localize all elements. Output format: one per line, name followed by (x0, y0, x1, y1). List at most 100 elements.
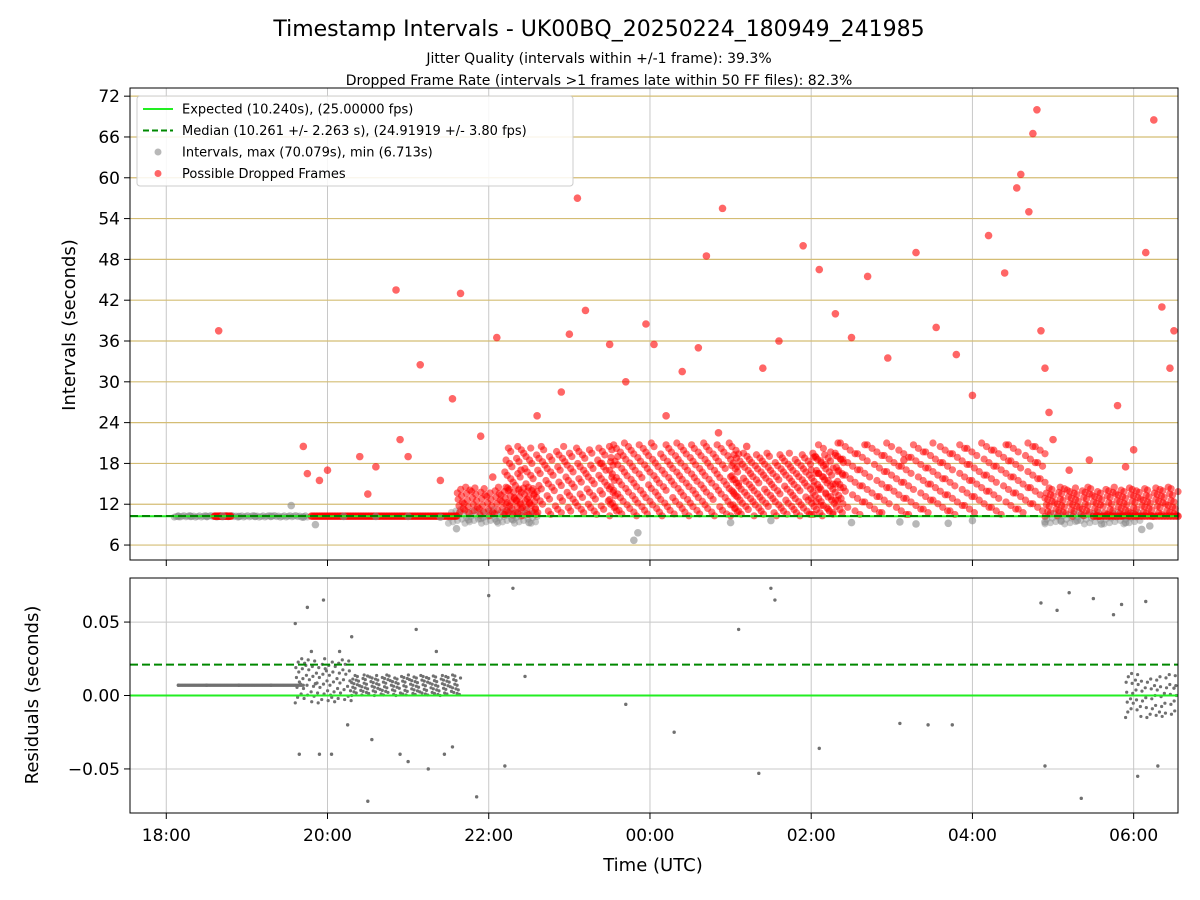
residual-dot (316, 701, 320, 705)
dropped-dot (810, 482, 818, 490)
dropped-point (392, 286, 400, 294)
dropped-dot (681, 463, 689, 471)
dropped-dot (1066, 499, 1074, 507)
dropped-dot (622, 484, 630, 493)
dropped-dot (836, 505, 844, 514)
dropped-dot (771, 459, 779, 467)
dropped-dot (588, 476, 596, 485)
dropped-dot (956, 441, 964, 449)
residual-dot (1130, 681, 1134, 685)
interval-point (767, 516, 775, 525)
dropped-dot (814, 469, 823, 477)
dropped-dot (1085, 490, 1093, 498)
dropped-dot (756, 454, 764, 462)
bottom-ytick-label-2: 0.05 (82, 613, 120, 633)
residual-dot (323, 657, 327, 661)
residual-dot (412, 675, 416, 679)
residual-point (269, 683, 273, 687)
dropped-dot (457, 492, 466, 500)
dropped-cluster-6 (1041, 483, 1182, 521)
residual-point (366, 799, 370, 803)
residual-dot (315, 691, 320, 695)
residual-dot (1155, 688, 1159, 692)
residual-point (237, 683, 241, 687)
dropped-dot (677, 443, 685, 451)
residual-dot (1134, 688, 1138, 692)
residual-point (176, 683, 181, 687)
residual-dot (371, 689, 375, 693)
dropped-dot (562, 473, 570, 481)
dropped-dot (880, 451, 888, 460)
dropped-dot (538, 458, 547, 466)
dropped-dot (786, 488, 795, 496)
dropped-dot (897, 462, 905, 470)
dropped-dot (542, 476, 550, 485)
dropped-dot (883, 439, 891, 447)
residual-dot (1167, 672, 1171, 677)
dropped-point (1037, 327, 1045, 335)
dropped-point (718, 204, 727, 213)
interval-dot (1052, 518, 1060, 526)
dropped-dot (730, 451, 738, 459)
dropped-dot (563, 488, 571, 496)
dropped-point (303, 469, 312, 478)
dropped-dot (1164, 483, 1172, 491)
residual-dot (450, 673, 455, 677)
dropped-dot (725, 439, 733, 447)
dropped-dot (721, 493, 729, 502)
dropped-dot (1014, 505, 1022, 513)
x-tick-label-3: 00:00 (625, 826, 674, 846)
interval-point (452, 524, 461, 533)
dropped-dot (511, 509, 520, 517)
dropped-dot (831, 480, 840, 488)
dropped-dot (1060, 485, 1068, 493)
legend-label-1: Median (10.261 +/- 2.263 s), (24.91919 +… (182, 124, 527, 139)
residual-point (305, 605, 310, 610)
residual-dot (1173, 709, 1177, 713)
legend-swatch-marker (154, 170, 162, 177)
top-ytick-label-0: 6 (109, 536, 120, 556)
dropped-dot (560, 442, 568, 451)
dropped-dot (752, 476, 761, 484)
residual-dot (309, 690, 313, 694)
dropped-dot (494, 483, 503, 491)
dropped-dot (627, 475, 635, 484)
residual-dot (380, 675, 384, 680)
residual-point (329, 752, 334, 756)
residual-point (757, 771, 761, 776)
interval-dot (470, 517, 478, 525)
dropped-dot (1041, 494, 1049, 502)
dropped-dot (1021, 451, 1030, 460)
top-ytick-label-8: 54 (98, 210, 120, 230)
residual-dot (373, 677, 378, 681)
top-y-axis-label: Intervals (seconds) (59, 239, 80, 411)
dropped-dot (1059, 508, 1067, 516)
dropped-dot (611, 457, 619, 465)
dropped-dot (525, 456, 534, 464)
top-ytick-label-7: 48 (98, 250, 120, 270)
dropped-dot (555, 478, 563, 486)
dropped-dot (531, 505, 540, 513)
top-ytick-label-3: 24 (98, 414, 120, 434)
dropped-dot (584, 500, 592, 508)
dropped-dot (980, 455, 988, 463)
dropped-dot (610, 441, 618, 449)
dropped-dot (741, 488, 749, 496)
dropped-point (621, 378, 630, 386)
residual-dot (410, 687, 414, 691)
dropped-dot (732, 479, 741, 487)
dropped-dot (772, 473, 781, 481)
dropped-dot (1152, 496, 1160, 504)
top-ytick-label-5: 36 (98, 332, 120, 352)
dropped-dot (788, 502, 796, 511)
dropped-point (517, 466, 525, 475)
residual-dot (354, 678, 358, 682)
dropped-dot (597, 502, 605, 510)
residual-point (1156, 764, 1160, 768)
interval-dot (499, 518, 507, 526)
residual-dot (402, 684, 406, 688)
dropped-dot (1103, 492, 1111, 500)
residual-dot (1164, 686, 1169, 690)
residual-dot (1163, 701, 1167, 705)
